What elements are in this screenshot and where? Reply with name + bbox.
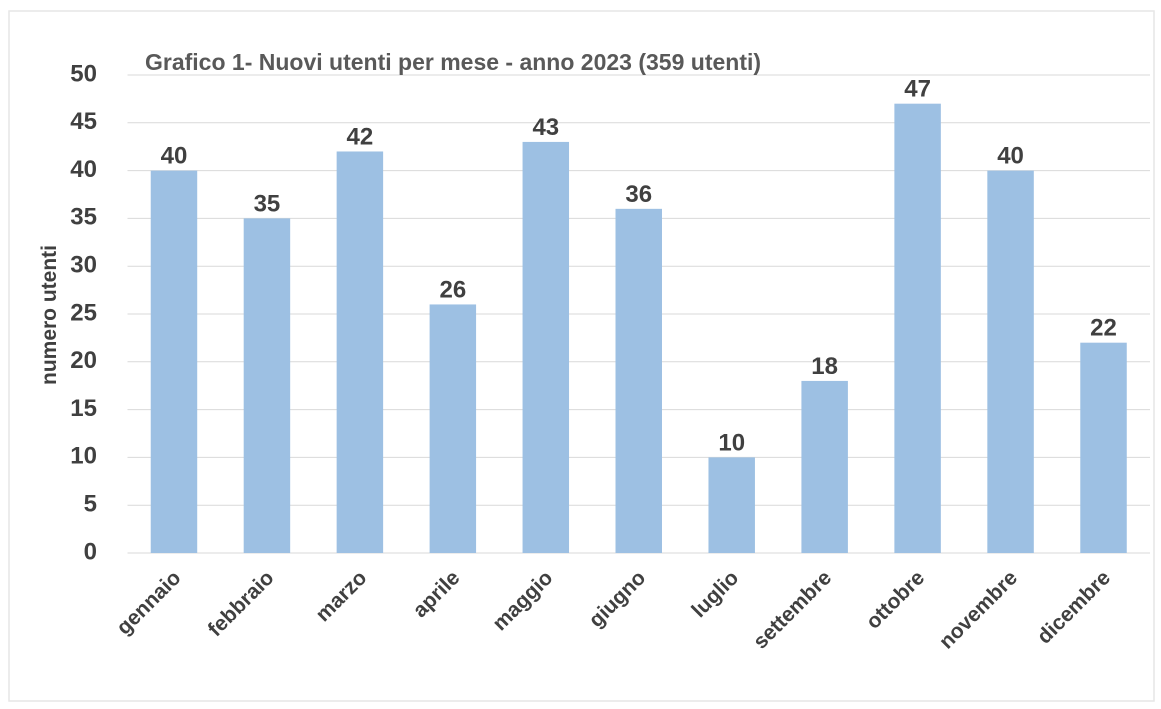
bar	[336, 151, 384, 554]
data-label: 43	[532, 114, 559, 141]
y-tick-label: 25	[70, 299, 97, 326]
y-tick-label: 30	[70, 252, 97, 279]
chart-title: Grafico 1- Nuovi utenti per mese - anno …	[145, 49, 761, 75]
data-label: 40	[997, 143, 1024, 170]
data-label: 10	[718, 429, 745, 456]
y-tick-label: 45	[70, 108, 97, 135]
grid-layer	[127, 74, 1150, 554]
bar	[708, 457, 755, 553]
y-axis-label: numero utenti	[38, 245, 61, 385]
data-label: 36	[625, 181, 652, 208]
data-label: 35	[254, 190, 281, 217]
bar	[801, 380, 848, 553]
chart-frame	[8, 10, 1155, 702]
y-tick-label: 15	[70, 395, 97, 422]
y-tick-label: 50	[70, 60, 97, 87]
y-tick-label: 20	[70, 347, 97, 374]
data-label: 47	[904, 76, 931, 103]
y-tick-label: 5	[84, 491, 97, 518]
y-tick-label: 35	[70, 204, 97, 231]
y-tick-label: 40	[70, 156, 97, 183]
y-tick-label: 10	[70, 443, 97, 470]
bar	[1080, 342, 1127, 553]
bar	[894, 103, 941, 554]
bar	[150, 170, 198, 553]
data-label: 40	[161, 143, 188, 170]
data-label: 22	[1090, 315, 1117, 342]
y-tick-label: 0	[84, 538, 97, 565]
bar	[243, 218, 291, 553]
bar	[429, 304, 477, 553]
data-label: 42	[347, 123, 374, 150]
bar	[987, 170, 1034, 553]
data-label: 18	[811, 353, 838, 380]
bar	[615, 208, 662, 553]
data-label: 26	[439, 276, 466, 303]
bar	[522, 141, 570, 554]
